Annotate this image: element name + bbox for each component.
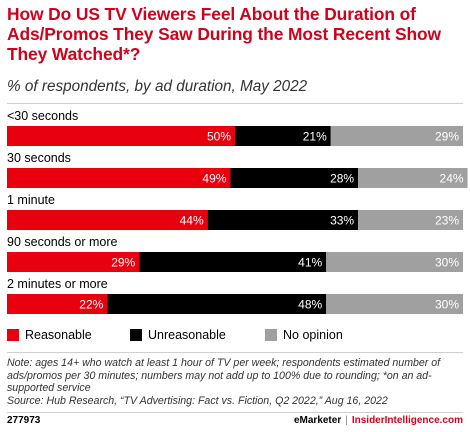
bar-reasonable	[7, 252, 140, 272]
data-label-unreasonable: 21%	[303, 130, 327, 144]
footer-separator: |	[345, 415, 348, 426]
legend-item-reasonable: Reasonable	[7, 327, 92, 343]
footer-divider	[7, 412, 463, 413]
bar-no-opinion	[326, 294, 463, 314]
data-label-no-opinion: 24%	[440, 172, 464, 186]
bar-no-opinion	[330, 126, 463, 146]
bar-no-opinion	[358, 210, 463, 230]
footer: 277973 eMarketer | InsiderIntelligence.com	[7, 414, 463, 428]
category-label: 1 minute	[7, 193, 55, 207]
data-label-reasonable: 50%	[207, 130, 231, 144]
data-label-unreasonable: 33%	[330, 214, 354, 228]
legend-label-no-opinion: No opinion	[283, 328, 343, 342]
category-label: 90 seconds or more	[7, 235, 118, 249]
data-label-no-opinion: 29%	[435, 130, 459, 144]
footnote: Note: ages 14+ who watch at least 1 hour…	[7, 357, 465, 407]
data-label-unreasonable: 48%	[298, 298, 322, 312]
legend-swatch-no-opinion	[265, 329, 277, 341]
legend-label-reasonable: Reasonable	[25, 328, 92, 342]
legend: Reasonable Unreasonable No opinion	[7, 327, 463, 343]
chart-title: How Do US TV Viewers Feel About the Dura…	[7, 4, 441, 64]
chart-subtitle: % of respondents, by ad duration, May 20…	[7, 78, 308, 95]
data-label-unreasonable: 28%	[330, 172, 354, 186]
category-label: 2 minutes or more	[7, 277, 108, 291]
legend-item-unreasonable: Unreasonable	[130, 327, 226, 343]
legend-item-no-opinion: No opinion	[265, 327, 343, 343]
footer-branding: eMarketer | InsiderIntelligence.com	[294, 414, 463, 428]
bar-chart: <30 seconds 50% 21% 29% 30 seconds 49% 28% 24% 1…	[7, 110, 468, 314]
bar-unreasonable	[230, 168, 359, 188]
note-text: Note: ages 14+ who watch at least 1 hour…	[7, 357, 441, 395]
category-label: <30 seconds	[7, 110, 78, 123]
data-label-no-opinion: 30%	[435, 256, 459, 270]
chart-id: 277973	[7, 415, 41, 426]
bar-reasonable	[7, 168, 231, 188]
category-label: 30 seconds	[7, 151, 71, 165]
bar-reasonable	[7, 126, 235, 146]
data-label-reasonable: 22%	[79, 298, 103, 312]
emarketer-logo: eMarketer	[293, 415, 342, 426]
bar-unreasonable	[235, 126, 331, 146]
bar-reasonable	[7, 294, 108, 314]
bar-unreasonable	[207, 210, 359, 230]
data-label-reasonable: 44%	[180, 214, 204, 228]
data-label-no-opinion: 30%	[435, 298, 459, 312]
legend-label-unreasonable: Unreasonable	[148, 328, 226, 342]
bottom-divider	[7, 352, 463, 353]
bar-unreasonable	[139, 252, 327, 272]
bar-no-opinion	[358, 168, 468, 188]
source-text: Source: Hub Research, “TV Advertising: F…	[7, 394, 388, 407]
legend-swatch-reasonable	[7, 329, 19, 341]
top-divider	[7, 103, 463, 104]
bar-no-opinion	[326, 252, 463, 272]
insiderintelligence-link[interactable]: InsiderIntelligence.com	[351, 415, 463, 426]
bar-reasonable	[7, 210, 208, 230]
data-label-reasonable: 29%	[111, 256, 135, 270]
data-label-unreasonable: 41%	[298, 256, 322, 270]
bar-unreasonable	[107, 294, 327, 314]
data-label-no-opinion: 23%	[435, 214, 459, 228]
data-label-reasonable: 49%	[202, 172, 226, 186]
legend-swatch-unreasonable	[130, 329, 142, 341]
